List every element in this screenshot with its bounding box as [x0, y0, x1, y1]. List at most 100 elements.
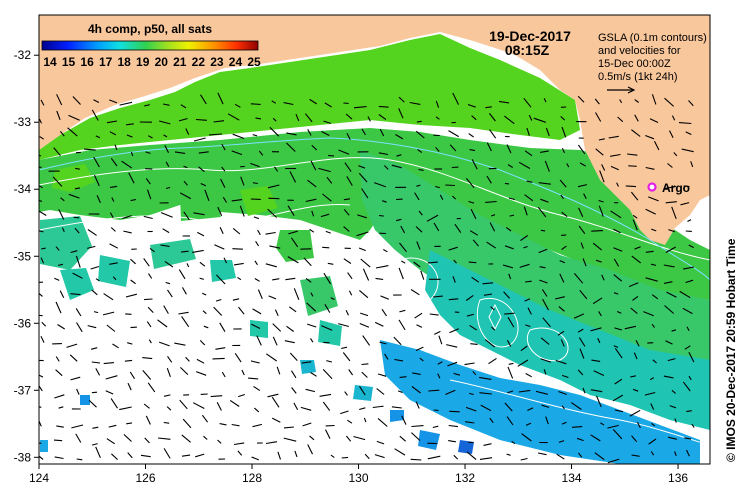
- velocity-arrow: [217, 439, 222, 444]
- velocity-arrow: [523, 97, 532, 108]
- velocity-arrow: [146, 189, 152, 200]
- velocity-arrow: [68, 193, 80, 199]
- velocity-arrow: [252, 423, 263, 428]
- velocity-arrow: [545, 127, 550, 137]
- velocity-arrow: [479, 457, 493, 460]
- velocity-arrow: [39, 292, 43, 297]
- velocity-arrow: [415, 346, 424, 351]
- velocity-arrow: [449, 328, 460, 334]
- velocity-arrow: [590, 434, 601, 442]
- velocity-arrow: [607, 458, 620, 464]
- velocity-arrow: [361, 128, 366, 136]
- velocity-arrow: [539, 279, 548, 284]
- velocity-arrow: [415, 401, 420, 409]
- velocity-arrow: [504, 312, 515, 315]
- velocity-arrow: [93, 311, 99, 314]
- velocity-arrow: [178, 311, 189, 315]
- velocity-arrow: [398, 267, 404, 280]
- velocity-arrow: [197, 231, 205, 237]
- velocity-arrow: [418, 168, 424, 171]
- velocity-arrow: [483, 293, 493, 296]
- lon-tick-label: 132: [455, 471, 475, 485]
- velocity-arrow: [112, 343, 119, 349]
- velocity-arrow: [400, 225, 406, 234]
- velocity-arrow: [202, 310, 207, 315]
- velocity-arrow: [554, 296, 565, 300]
- velocity-arrow: [614, 378, 623, 385]
- velocity-arrow: [663, 185, 677, 190]
- velocity-arrow: [358, 172, 368, 183]
- velocity-arrow: [398, 96, 405, 103]
- velocity-arrow: [360, 258, 371, 268]
- velocity-arrow: [143, 258, 150, 267]
- velocity-arrow: [561, 405, 565, 410]
- velocity-arrow: [288, 306, 297, 313]
- velocity-arrow: [221, 371, 226, 378]
- velocity-arrow: [465, 294, 474, 301]
- velocity-arrow: [67, 127, 78, 137]
- velocity-arrow: [295, 113, 300, 122]
- velocity-arrow: [504, 402, 513, 412]
- velocity-arrow: [681, 148, 694, 153]
- velocity-arrow: [254, 260, 258, 266]
- velocity-arrow: [110, 227, 116, 232]
- velocity-arrow: [201, 292, 207, 296]
- velocity-arrow: [449, 410, 460, 413]
- velocity-arrow: [91, 289, 98, 296]
- velocity-arrow: [347, 419, 353, 424]
- scale-arrow: [607, 86, 636, 94]
- plot-frame: [38, 14, 711, 465]
- velocity-arrow: [358, 247, 366, 252]
- velocity-arrow: [578, 337, 586, 347]
- velocity-arrow: [631, 454, 640, 457]
- velocity-arrow: [579, 289, 588, 300]
- velocity-arrow: [277, 451, 282, 460]
- velocity-arrow: [506, 416, 514, 426]
- velocity-arrow: [39, 199, 43, 203]
- velocity-arrow: [686, 410, 692, 413]
- velocity-arrow: [95, 278, 100, 282]
- velocity-arrow: [57, 324, 65, 330]
- velocity-arrow: [508, 362, 514, 365]
- velocity-arrow: [269, 126, 280, 137]
- velocity-arrow: [468, 133, 474, 138]
- velocity-arrow: [71, 424, 84, 429]
- velocity-arrow: [391, 406, 402, 409]
- velocity-arrow: [545, 416, 549, 425]
- velocity-arrow: [143, 403, 150, 409]
- velocity-arrow: [435, 116, 440, 120]
- argo-marker[interactable]: [647, 182, 657, 192]
- velocity-arrow: [269, 245, 281, 249]
- velocity-arrow: [590, 389, 603, 393]
- velocity-arrow: [383, 249, 388, 253]
- velocity-arrow: [469, 324, 478, 331]
- velocity-arrow: [439, 194, 444, 200]
- velocity-arrow: [479, 392, 492, 395]
- velocity-arrow: [268, 295, 277, 300]
- velocity-arrow: [427, 455, 441, 460]
- velocity-arrow: [181, 316, 190, 328]
- velocity-arrow: [356, 231, 369, 237]
- velocity-arrow: [39, 374, 44, 378]
- velocity-arrow: [201, 414, 209, 423]
- velocity-arrow: [412, 372, 421, 375]
- velocity-arrow: [372, 405, 384, 409]
- velocity-arrow: [399, 435, 406, 442]
- velocity-arrow: [437, 373, 441, 379]
- velocity-arrow: [250, 360, 260, 364]
- velocity-arrow: [256, 335, 262, 346]
- velocity-arrow: [287, 205, 295, 216]
- velocity-arrow: [503, 291, 511, 299]
- velocity-arrow: [445, 184, 456, 187]
- velocity-arrow: [110, 157, 118, 167]
- velocity-arrow: [645, 277, 658, 282]
- velocity-arrow: [294, 450, 298, 458]
- velocity-arrow: [233, 262, 244, 266]
- velocity-arrow: [87, 325, 97, 329]
- velocity-arrow: [688, 100, 694, 107]
- velocity-arrow: [540, 229, 546, 232]
- velocity-arrow: [213, 306, 223, 316]
- velocity-arrow: [397, 390, 403, 394]
- velocity-arrow: [666, 291, 677, 298]
- velocity-arrow: [353, 106, 367, 109]
